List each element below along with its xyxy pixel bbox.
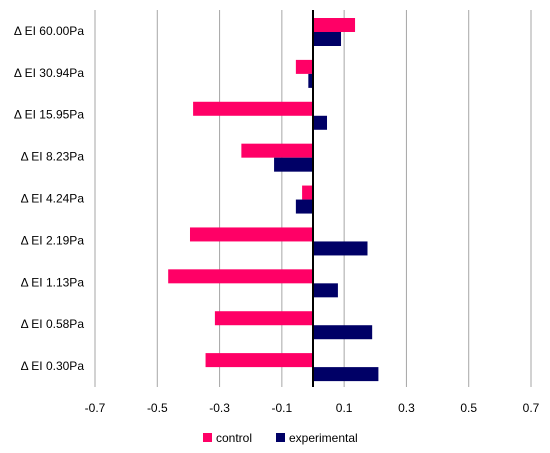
x-tick-label-7: 0.7	[523, 401, 540, 415]
category-label-5: Δ EI 2.19Pa	[21, 233, 85, 247]
bar-experimental-1	[308, 73, 313, 88]
bars	[168, 18, 379, 382]
x-tick-label-5: 0.3	[398, 401, 415, 415]
x-tick-label-4: 0.1	[336, 401, 353, 415]
x-tick-labels: -0.7 -0.5 -0.3 -0.1 0.1 0.3 0.5 0.7	[85, 401, 540, 415]
category-label-3: Δ EI 8.23Pa	[21, 150, 85, 164]
x-tick-label-0: -0.7	[85, 401, 106, 415]
bar-experimental-4	[295, 199, 313, 214]
bar-control-0	[313, 18, 356, 32]
grid-lines	[94, 10, 532, 387]
legend-label-control: control	[216, 431, 252, 445]
legend-swatch-control	[203, 433, 212, 442]
category-label-8: Δ EI 0.30Pa	[21, 359, 85, 373]
category-label-2: Δ EI 15.95Pa	[14, 108, 84, 122]
bar-control-1	[295, 59, 313, 74]
category-label-1: Δ EI 30.94Pa	[14, 66, 84, 80]
legend-label-experimental: experimental	[289, 431, 358, 445]
bar-control-5	[189, 227, 313, 242]
bar-experimental-6	[313, 283, 338, 298]
bar-control-7	[214, 311, 313, 326]
category-label-6: Δ EI 1.13Pa	[21, 275, 85, 289]
category-labels: Δ EI 60.00Pa Δ EI 30.94Pa Δ EI 15.95Pa Δ EI…	[14, 24, 84, 373]
x-tick-label-2: -0.3	[209, 401, 230, 415]
bar-control-2	[193, 101, 313, 116]
bar-experimental-8	[313, 367, 379, 382]
x-tick-label-3: -0.1	[272, 401, 293, 415]
bar-experimental-2	[313, 115, 328, 130]
category-label-7: Δ EI 0.58Pa	[21, 317, 85, 331]
legend-swatch-experimental	[276, 433, 285, 442]
bar-experimental-7	[313, 325, 373, 340]
category-label-4: Δ EI 4.24Pa	[21, 192, 85, 206]
category-label-0: Δ EI 60.00Pa	[14, 24, 84, 38]
bar-experimental-3	[274, 157, 313, 172]
x-tick-label-1: -0.5	[147, 401, 168, 415]
bar-control-8	[205, 353, 313, 368]
bar-control-4	[302, 185, 313, 200]
bar-experimental-0	[313, 32, 342, 46]
legend: control experimental	[203, 431, 358, 445]
bar-experimental-5	[313, 241, 368, 256]
bar-control-3	[241, 143, 313, 158]
bar-control-6	[168, 269, 313, 284]
x-tick-label-6: 0.5	[460, 401, 477, 415]
